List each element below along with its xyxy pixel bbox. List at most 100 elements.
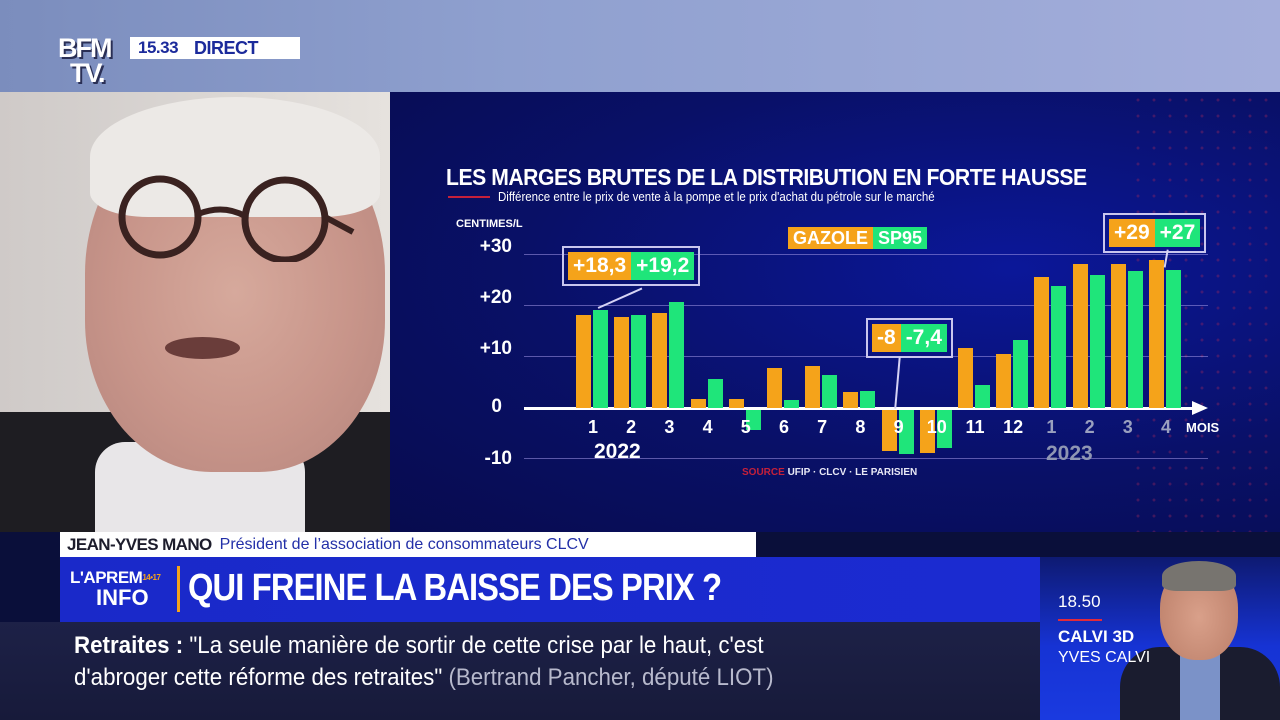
x-tick: 3 <box>664 417 675 437</box>
bar-gazole <box>614 316 630 408</box>
bar-gazole <box>919 410 935 453</box>
ticker-line-2: d'abroger cette réforme des retraites" (… <box>74 664 774 692</box>
bar-series: 1 2 3 4 5 6 7 8 9 10 11 12 1 2 3 4 <box>390 92 1280 532</box>
guest-video-feed <box>0 92 390 532</box>
host-shirt <box>1180 649 1220 720</box>
bar-sp95 <box>593 310 608 408</box>
bar-gazole <box>1034 276 1050 408</box>
show-logo: L'APREM14•17 INFO <box>70 569 170 614</box>
year-label-2022: 2022 <box>594 440 641 463</box>
bar-gazole <box>728 398 744 408</box>
promo-host: YVES CALVI <box>1058 649 1151 666</box>
x-axis-label: MOIS <box>1186 420 1220 435</box>
chart-panel: LES MARGES BRUTES DE LA DISTRIBUTION EN … <box>390 92 1280 532</box>
live-tag: 15.33 DIRECT <box>130 37 300 59</box>
callout-gazole-value: -8 <box>872 324 901 352</box>
guest-mouth <box>165 337 240 359</box>
logo-line-2: TV. <box>70 58 106 88</box>
bar-gazole <box>1110 263 1126 408</box>
x-tick: 10 <box>926 417 947 437</box>
bar-sp95 <box>669 301 685 408</box>
y-tick: +30 <box>479 236 512 257</box>
host-hair <box>1162 561 1236 591</box>
callout-gazole-value: +18,3 <box>568 252 632 280</box>
live-badge: DIRECT <box>194 37 259 58</box>
bar-sp95 <box>860 390 876 408</box>
title-rule <box>448 196 490 198</box>
x-tick: 12 <box>1003 417 1024 437</box>
year-label-2023: 2023 <box>1046 442 1093 465</box>
divider <box>177 566 180 612</box>
ticker-quote-2: d'abroger cette réforme des retraites" <box>74 664 443 691</box>
headline: QUI FREINE LA BAISSE DES PRIX ? <box>188 567 722 609</box>
chart-legend: GAZOLE SP95 <box>788 227 928 249</box>
bar-gazole <box>576 314 591 408</box>
guest-role: Président de l’association de consommate… <box>219 535 589 553</box>
ticker-quote-1: "La seule manière de sortir de cette cri… <box>183 632 764 659</box>
bar-sp95 <box>1013 339 1029 408</box>
x-tick: 4 <box>1160 417 1171 437</box>
clock: 15.33 <box>138 38 179 57</box>
callout-jan-2022: +18,3 +19,2 <box>562 246 701 286</box>
chart-source: SOURCE UFIP · CLCV · LE PARISIEN <box>742 467 917 478</box>
callout-sep-2022: -8 -7,4 <box>866 318 953 358</box>
bar-gazole <box>652 313 668 408</box>
bar-gazole <box>690 398 706 408</box>
next-programme-promo: 18.50 CALVI 3D YVES CALVI <box>1040 557 1280 720</box>
bar-gazole <box>996 353 1012 408</box>
ticker-line-1: Retraites : "La seule manière de sortir … <box>74 632 764 660</box>
x-tick: 8 <box>855 417 866 437</box>
arrow-right-icon <box>1192 401 1208 415</box>
callout-sp95-value: -7,4 <box>900 324 947 352</box>
bar-sp95 <box>936 410 952 448</box>
bar-sp95 <box>631 314 647 408</box>
guest-name: JEAN-YVES MANO <box>67 534 212 554</box>
x-tick: 2 <box>626 417 637 437</box>
show-name-line-1: L'APREM <box>70 568 143 587</box>
y-tick: -10 <box>484 448 512 469</box>
bar-sp95 <box>1051 286 1067 408</box>
legend-gazole: GAZOLE <box>788 227 873 249</box>
x-tick: 1 <box>587 417 598 437</box>
callout-gazole-value: +29 <box>1109 219 1155 247</box>
bar-sp95 <box>975 384 990 408</box>
guest-hair <box>90 97 380 217</box>
bar-sp95 <box>898 410 914 454</box>
logo-line-1: BFM <box>58 33 113 63</box>
y-tick: +10 <box>479 338 512 359</box>
gridline <box>524 305 1208 306</box>
callout-sp95-value: +19,2 <box>631 252 695 280</box>
show-name-line-2: INFO <box>96 585 149 610</box>
callout-sp95-value: +27 <box>1154 219 1201 247</box>
bar-sp95 <box>1166 270 1181 408</box>
x-tick: 3 <box>1122 417 1133 437</box>
y-tick: +20 <box>479 287 512 308</box>
glasses-icon <box>118 175 355 262</box>
legend-sp95: SP95 <box>873 227 928 249</box>
promo-show: CALVI 3D <box>1058 627 1135 646</box>
x-tick: 5 <box>740 417 751 437</box>
x-tick: 4 <box>702 417 713 437</box>
ticker-attribution: (Bertrand Pancher, député LIOT) <box>448 664 774 691</box>
guest-name-strip: JEAN-YVES MANO Président de l’associatio… <box>60 532 756 557</box>
bar-gazole <box>805 366 821 408</box>
x-tick: 9 <box>893 417 904 437</box>
gridline <box>524 254 1208 255</box>
bar-sp95 <box>1089 274 1105 408</box>
bar-gazole <box>1149 260 1164 408</box>
headline-bar: L'APREM14•17 INFO QUI FREINE LA BAISSE D… <box>60 557 1055 622</box>
y-axis-unit: CENTIMES/L <box>456 218 523 230</box>
channel-logo: BFM TV. <box>58 33 124 92</box>
bar-sp95 <box>707 379 723 408</box>
bar-gazole <box>1072 263 1088 408</box>
bar-sp95 <box>784 399 799 408</box>
x-tick: 11 <box>965 417 985 437</box>
promo-time: 18.50 <box>1058 592 1101 611</box>
x-tick: 1 <box>1046 417 1057 437</box>
show-hours: 14•17 <box>142 573 161 582</box>
bar-gazole <box>843 391 859 408</box>
chart-title: LES MARGES BRUTES DE LA DISTRIBUTION EN … <box>446 164 1087 190</box>
x-tick: 2 <box>1084 417 1095 437</box>
source-key: SOURCE <box>742 467 785 478</box>
